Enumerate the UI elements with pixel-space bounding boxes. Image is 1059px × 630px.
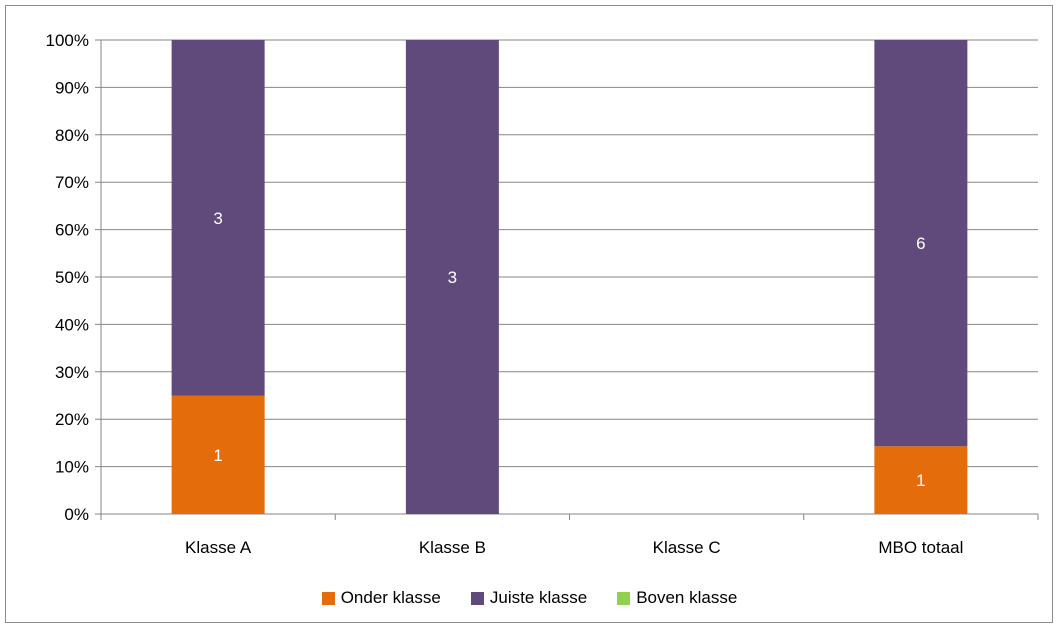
data-label: 1 [916,471,925,490]
y-tick-label: 30% [55,363,89,382]
legend-item-boven: Boven klasse [617,588,737,608]
y-tick-label: 0% [64,505,89,524]
x-tick-label: MBO totaal [878,538,963,557]
data-label: 1 [213,446,222,465]
legend-label-juiste: Juiste klasse [489,588,588,607]
x-tick-label: Klasse A [185,538,252,557]
bar-segment [405,40,499,514]
y-tick-label: 40% [55,315,89,334]
y-tick-label: 100% [46,31,89,50]
y-tick-label: 10% [55,458,89,477]
legend-swatch-onder [321,591,335,605]
y-tick-label: 80% [55,126,89,145]
bar-segment [171,395,265,514]
legend-label-onder: Onder klasse [340,588,441,607]
y-tick-label: 70% [55,173,89,192]
x-tick-label: Klasse B [419,538,486,557]
legend-label-boven: Boven klasse [636,588,738,607]
y-tick-label: 60% [55,221,89,240]
data-label: 6 [916,234,925,253]
legend-swatch-juiste [470,591,484,605]
legend: Onder klasse Juiste klasse Boven klasse [0,588,1059,608]
legend-item-juiste: Juiste klasse [470,588,588,608]
y-tick-label: 50% [55,268,89,287]
bar-segment [874,446,968,514]
bar-segment [874,40,968,447]
legend-swatch-boven [617,591,631,605]
legend-item-onder: Onder klasse [321,588,441,608]
bar-segment [171,40,265,396]
data-label: 3 [448,268,457,287]
x-tick-label: Klasse C [653,538,721,557]
y-tick-label: 90% [55,78,89,97]
data-label: 3 [213,209,222,228]
y-tick-label: 20% [55,410,89,429]
